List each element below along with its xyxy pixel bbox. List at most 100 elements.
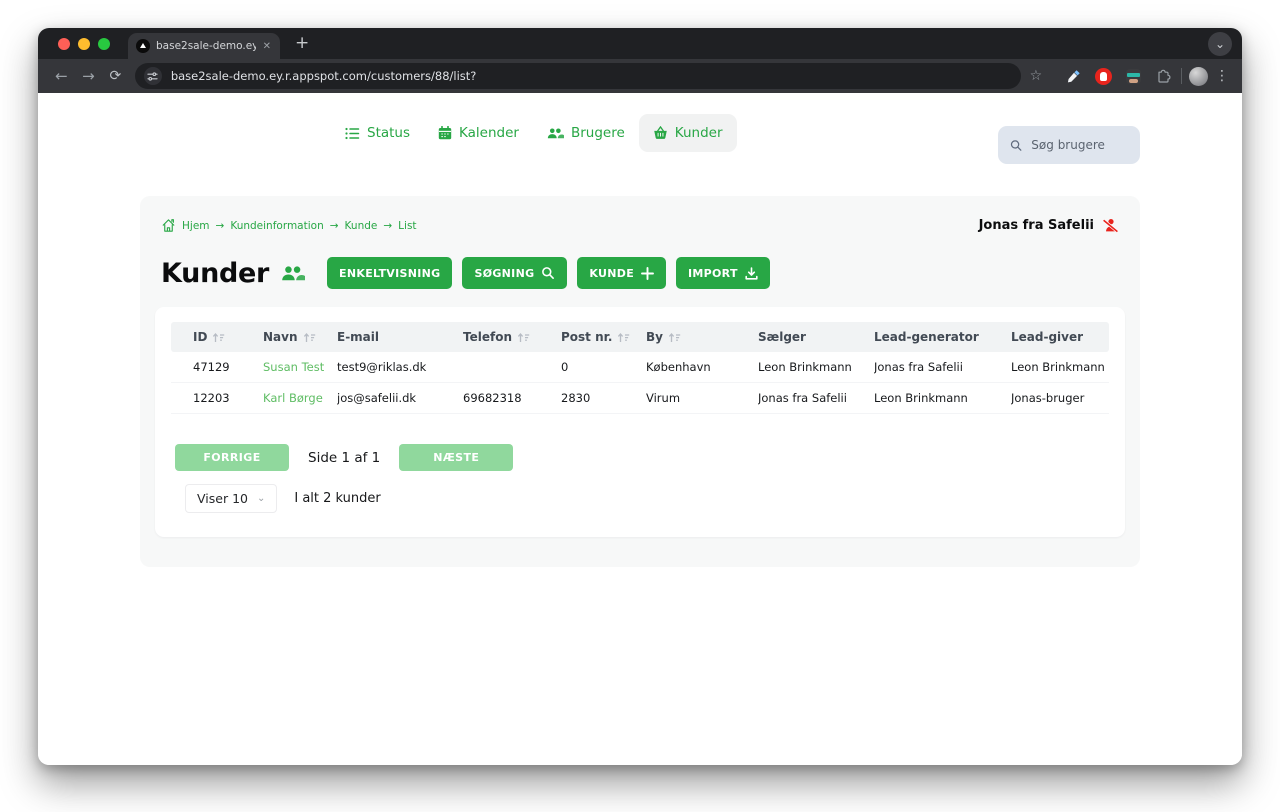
users-icon: [547, 127, 564, 138]
customers-icon: [282, 265, 306, 280]
button-label: ENKELTVISNING: [339, 266, 441, 280]
table-row: 12203 Karl Børge jos@safelii.dk 69682318…: [171, 383, 1109, 414]
chevron-down-icon[interactable]: ⌄: [1208, 31, 1232, 56]
chevron-down-icon: ⌄: [256, 493, 266, 504]
customers-table-card: ID Navn E-mail Telefon Po: [155, 307, 1125, 537]
current-user: Jonas fra Safelii: [979, 218, 1119, 233]
sort-icon[interactable]: [617, 332, 630, 343]
bookmark-star-icon[interactable]: ☆: [1029, 68, 1043, 84]
table-row: 47129 Susan Test test9@riklas.dk 0 Køben…: [171, 352, 1109, 383]
back-button[interactable]: ←: [55, 67, 68, 85]
breadcrumb-item-kunde[interactable]: Kunde: [344, 219, 378, 232]
page-size-select[interactable]: Viser 10 ⌄: [185, 484, 278, 513]
column-header-lead-giver[interactable]: Lead-giver: [1011, 330, 1109, 344]
nav-item-kalender[interactable]: Kalender: [424, 114, 533, 152]
column-header-telefon[interactable]: Telefon: [463, 330, 561, 344]
search-button[interactable]: SØGNING: [462, 257, 568, 289]
adblock-extension-icon[interactable]: [1092, 65, 1114, 87]
sort-icon[interactable]: [303, 332, 316, 343]
cell-city: København: [646, 360, 711, 374]
sort-icon[interactable]: [668, 332, 681, 343]
logout-user-icon[interactable]: [1102, 218, 1119, 233]
breadcrumb-item-hjem[interactable]: Hjem: [182, 219, 210, 232]
nav-item-brugere[interactable]: Brugere: [533, 114, 639, 152]
cell-lead-giver: Leon Brinkmann: [1011, 360, 1105, 374]
search-input[interactable]: [1031, 138, 1128, 152]
site-settings-icon[interactable]: [143, 67, 162, 85]
extensions-puzzle-icon[interactable]: [1152, 65, 1174, 87]
basket-icon: [654, 126, 667, 139]
column-label: Sælger: [758, 330, 806, 344]
next-page-button[interactable]: NÆSTE: [399, 444, 514, 471]
tab-title: base2sale-demo.ey.r.appspo: [156, 40, 256, 52]
previous-page-button[interactable]: FORRIGE: [175, 444, 289, 471]
home-icon[interactable]: [161, 218, 176, 233]
mask-extension-icon[interactable]: [1122, 65, 1144, 87]
action-buttons: ENKELTVISNING SØGNING KUNDE: [327, 257, 770, 289]
breadcrumb-item-list[interactable]: List: [398, 219, 417, 232]
column-label: Lead-giver: [1011, 330, 1084, 344]
cell-lead-generator: Leon Brinkmann: [874, 391, 968, 405]
cell-email: test9@riklas.dk: [337, 360, 427, 374]
customer-name-link[interactable]: Susan Test: [263, 360, 325, 374]
column-header-lead-generator[interactable]: Lead-generator: [874, 330, 1011, 344]
search-icon: [542, 267, 555, 279]
cell-seller: Jonas fra Safelii: [758, 391, 847, 405]
breadcrumb-separator: →: [215, 219, 225, 232]
sort-icon[interactable]: [212, 332, 225, 343]
browser-toolbar: ← → ⟳ base2sale-demo.ey.r.appspot.com/cu…: [38, 59, 1242, 93]
total-count: I alt 2 kunder: [294, 491, 381, 506]
address-bar[interactable]: base2sale-demo.ey.r.appspot.com/customer…: [134, 63, 1021, 89]
nav-label: Kalender: [459, 125, 519, 141]
column-label: By: [646, 330, 663, 344]
user-search[interactable]: [998, 126, 1140, 164]
toolbar-divider: [1181, 68, 1183, 84]
list-icon: [345, 127, 360, 139]
extension-icons: [1062, 65, 1174, 87]
single-view-button[interactable]: ENKELTVISNING: [327, 257, 453, 289]
cell-email: jos@safelii.dk: [337, 391, 417, 405]
column-label: ID: [193, 330, 208, 344]
nav-label: Kunder: [674, 125, 723, 141]
column-header-id[interactable]: ID: [171, 330, 263, 344]
column-label: Post nr.: [561, 330, 613, 344]
forward-button[interactable]: →: [82, 67, 95, 85]
close-window-button[interactable]: [58, 37, 70, 50]
url-text: base2sale-demo.ey.r.appspot.com/customer…: [170, 69, 477, 83]
column-header-email[interactable]: E-mail: [337, 330, 463, 344]
nav-item-kunder[interactable]: Kunder: [638, 114, 737, 152]
site-favicon-icon: [136, 39, 150, 53]
eyedropper-extension-icon[interactable]: [1062, 65, 1084, 87]
nav-group: Status Kalender: [331, 114, 737, 152]
column-label: Telefon: [463, 330, 512, 344]
sort-icon[interactable]: [517, 332, 530, 343]
browser-tab[interactable]: base2sale-demo.ey.r.appspo ✕: [128, 33, 280, 59]
reload-button[interactable]: ⟳: [109, 68, 122, 84]
column-header-postnr[interactable]: Post nr.: [561, 330, 646, 344]
cell-city: Virum: [646, 391, 681, 405]
customer-name-link[interactable]: Karl Børge: [263, 391, 323, 405]
profile-avatar[interactable]: [1189, 66, 1209, 86]
column-header-saelger[interactable]: Sælger: [758, 330, 874, 344]
button-label: KUNDE: [589, 266, 635, 280]
minimize-window-button[interactable]: [78, 37, 90, 50]
import-button[interactable]: IMPORT: [676, 257, 770, 289]
new-tab-button[interactable]: +: [295, 33, 310, 53]
column-header-by[interactable]: By: [646, 330, 758, 344]
browser-window: base2sale-demo.ey.r.appspo ✕ + ⌄ ← → ⟳ b…: [38, 28, 1242, 765]
column-label: E-mail: [337, 330, 380, 344]
add-customer-button[interactable]: KUNDE: [577, 257, 667, 289]
breadcrumb-item-kundeinformation[interactable]: Kundeinformation: [230, 219, 324, 232]
column-header-navn[interactable]: Navn: [263, 330, 337, 344]
breadcrumb: Hjem → Kundeinformation → Kunde → List: [161, 218, 417, 233]
nav-item-status[interactable]: Status: [331, 114, 424, 152]
column-label: Navn: [263, 330, 298, 344]
cell-lead-giver: Jonas-bruger: [1011, 391, 1085, 405]
cell-seller: Leon Brinkmann: [758, 360, 852, 374]
button-label: IMPORT: [688, 266, 738, 280]
zoom-window-button[interactable]: [98, 37, 110, 50]
close-tab-icon[interactable]: ✕: [262, 40, 271, 52]
browser-menu-icon[interactable]: ⋮: [1215, 68, 1230, 84]
search-icon: [1010, 139, 1022, 151]
cell-id: 47129: [193, 360, 230, 374]
